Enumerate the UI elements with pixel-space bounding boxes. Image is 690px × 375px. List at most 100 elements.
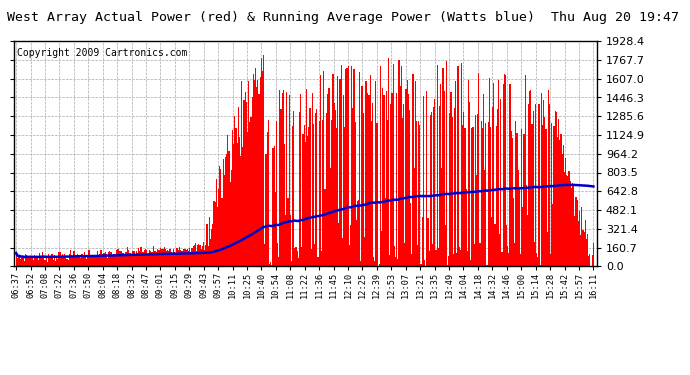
- Bar: [317, 257, 319, 266]
- Bar: [80, 258, 81, 266]
- Bar: [197, 245, 198, 266]
- Bar: [394, 246, 395, 266]
- Bar: [282, 93, 283, 266]
- Bar: [34, 255, 35, 266]
- Bar: [217, 207, 218, 266]
- Bar: [128, 250, 129, 266]
- Bar: [145, 249, 146, 266]
- Bar: [365, 81, 366, 266]
- Text: West Array Actual Power (red) & Running Average Power (Watts blue)  Thu Aug 20 1: West Array Actual Power (red) & Running …: [7, 11, 679, 24]
- Bar: [584, 220, 586, 266]
- Bar: [396, 93, 397, 266]
- Bar: [158, 250, 159, 266]
- Bar: [306, 88, 307, 266]
- Bar: [235, 128, 237, 266]
- Bar: [324, 189, 326, 266]
- Bar: [110, 252, 112, 266]
- Bar: [451, 92, 452, 266]
- Bar: [175, 254, 177, 266]
- Bar: [123, 253, 124, 266]
- Bar: [173, 249, 174, 266]
- Bar: [106, 254, 107, 266]
- Bar: [395, 257, 396, 266]
- Bar: [329, 88, 331, 266]
- Bar: [26, 255, 27, 266]
- Bar: [302, 134, 304, 266]
- Bar: [57, 259, 59, 266]
- Bar: [387, 120, 388, 266]
- Bar: [227, 135, 228, 266]
- Bar: [33, 260, 34, 266]
- Bar: [578, 220, 579, 266]
- Bar: [499, 234, 500, 266]
- Bar: [35, 256, 37, 266]
- Bar: [528, 104, 529, 266]
- Bar: [87, 255, 88, 266]
- Bar: [32, 257, 33, 266]
- Bar: [135, 255, 136, 266]
- Bar: [456, 254, 457, 266]
- Bar: [196, 251, 197, 266]
- Bar: [210, 239, 211, 266]
- Bar: [221, 198, 223, 266]
- Bar: [129, 253, 130, 266]
- Bar: [70, 250, 71, 266]
- Bar: [492, 107, 493, 266]
- Bar: [246, 102, 247, 266]
- Bar: [98, 255, 99, 266]
- Bar: [579, 211, 580, 266]
- Bar: [112, 254, 114, 266]
- Bar: [136, 251, 137, 266]
- Bar: [208, 217, 210, 266]
- Bar: [507, 246, 509, 266]
- Bar: [279, 90, 280, 266]
- Bar: [162, 249, 164, 266]
- Bar: [509, 84, 511, 266]
- Bar: [543, 100, 544, 266]
- Bar: [514, 243, 515, 266]
- Bar: [536, 252, 538, 266]
- Bar: [357, 201, 358, 266]
- Bar: [513, 198, 514, 266]
- Bar: [433, 107, 434, 266]
- Bar: [355, 220, 357, 266]
- Bar: [555, 112, 557, 266]
- Bar: [428, 251, 430, 266]
- Bar: [161, 249, 162, 266]
- Bar: [542, 125, 543, 266]
- Bar: [102, 254, 103, 266]
- Bar: [21, 257, 23, 266]
- Bar: [402, 118, 403, 266]
- Bar: [488, 122, 489, 266]
- Bar: [370, 75, 371, 266]
- Bar: [225, 157, 226, 266]
- Bar: [502, 84, 504, 266]
- Bar: [575, 197, 577, 266]
- Bar: [76, 255, 77, 266]
- Bar: [277, 243, 278, 266]
- Bar: [553, 126, 555, 266]
- Bar: [409, 110, 410, 266]
- Bar: [239, 137, 240, 266]
- Bar: [252, 97, 253, 266]
- Bar: [404, 243, 406, 266]
- Bar: [322, 120, 324, 266]
- Bar: [364, 237, 365, 266]
- Text: Copyright 2009 Cartronics.com: Copyright 2009 Cartronics.com: [17, 48, 187, 58]
- Bar: [327, 94, 328, 266]
- Bar: [30, 257, 32, 266]
- Bar: [187, 249, 188, 266]
- Bar: [420, 264, 422, 266]
- Bar: [146, 250, 148, 266]
- Bar: [552, 204, 553, 266]
- Bar: [586, 239, 587, 266]
- Bar: [343, 95, 344, 266]
- Bar: [230, 170, 232, 266]
- Bar: [55, 261, 56, 266]
- Bar: [562, 154, 563, 266]
- Bar: [461, 63, 462, 266]
- Bar: [264, 244, 266, 266]
- Bar: [41, 257, 42, 266]
- Bar: [180, 250, 181, 266]
- Bar: [100, 251, 101, 266]
